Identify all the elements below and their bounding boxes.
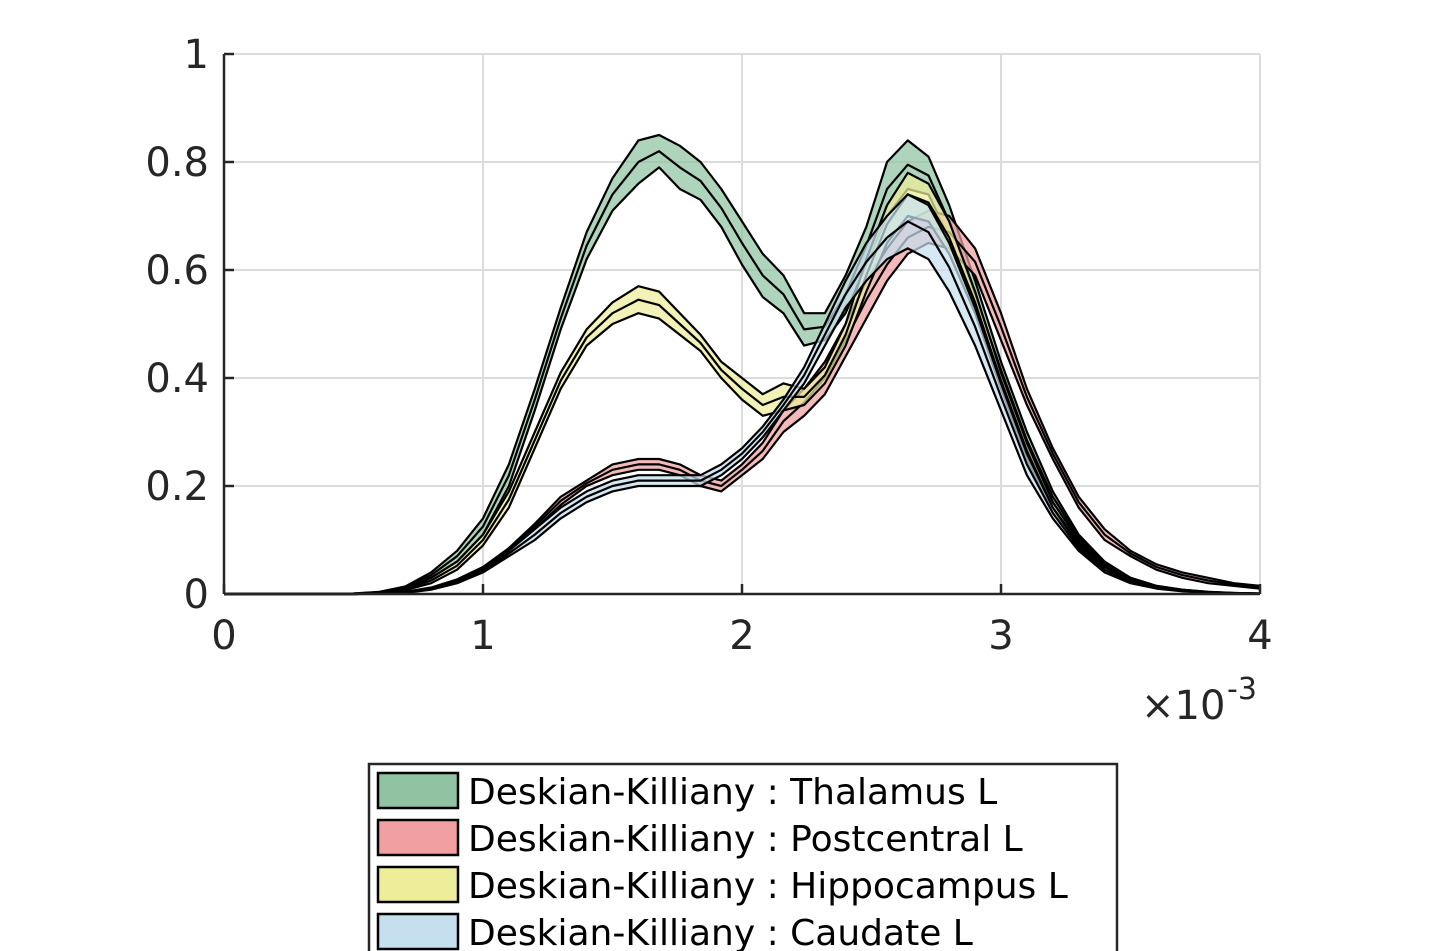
legend-label-postcentral: Deskian-Killiany : Postcentral L xyxy=(468,819,1023,860)
axes xyxy=(222,52,1262,596)
x-tick-label: 4 xyxy=(1247,613,1272,659)
y-tick-label: 0.2 xyxy=(145,464,209,510)
y-tick-label: 0 xyxy=(184,572,209,618)
y-tick-label: 0.8 xyxy=(145,140,209,186)
series-band-2 xyxy=(224,172,1260,595)
legend-entry-hippocampus: Deskian-Killiany : Hippocampus L xyxy=(376,865,1068,907)
x-multiplier-base: ×10 xyxy=(1141,683,1225,729)
legend-swatch-thalamus xyxy=(376,771,460,810)
legend-swatch-postcentral xyxy=(376,818,460,857)
legend-label-caudate: Deskian-Killiany : Caudate L xyxy=(468,913,973,951)
x-tick-label: 2 xyxy=(729,613,754,659)
series-mean-line-3 xyxy=(224,220,1261,596)
x-tick-label: 3 xyxy=(988,613,1013,659)
legend-entry-caudate: Deskian-Killiany : Caudate L xyxy=(376,912,973,951)
legend-box xyxy=(367,762,1119,951)
series-lower-line-3 xyxy=(224,247,1261,596)
x-tick-label: 0 xyxy=(211,613,236,659)
x-tick-label: 1 xyxy=(470,613,495,659)
x-multiplier-exponent: -3 xyxy=(1227,672,1257,707)
series-upper-line-0 xyxy=(223,133,1261,596)
series-bands xyxy=(223,133,1261,596)
legend: Deskian-Killiany : Thalamus L Deskian-Ki… xyxy=(367,762,1119,951)
legend-swatch-hippocampus xyxy=(376,865,460,904)
y-tick-label: 1 xyxy=(184,32,209,78)
legend-swatch-caudate xyxy=(376,912,460,951)
legend-label-hippocampus: Deskian-Killiany : Hippocampus L xyxy=(468,866,1068,907)
tick-labels: 0 1 2 3 4 0 0.2 0.4 0.6 0.8 1 xyxy=(145,32,1272,659)
y-tick-label: 0.6 xyxy=(145,248,209,294)
legend-entry-thalamus: Deskian-Killiany : Thalamus L xyxy=(376,771,997,813)
y-tick-label: 0.4 xyxy=(145,356,209,402)
legend-entry-postcentral: Deskian-Killiany : Postcentral L xyxy=(376,818,1023,860)
legend-label-thalamus: Deskian-Killiany : Thalamus L xyxy=(468,772,997,813)
series-upper-line-3 xyxy=(224,193,1261,596)
x-multiplier: ×10 -3 xyxy=(1141,672,1257,729)
series-band-0 xyxy=(224,135,1260,594)
